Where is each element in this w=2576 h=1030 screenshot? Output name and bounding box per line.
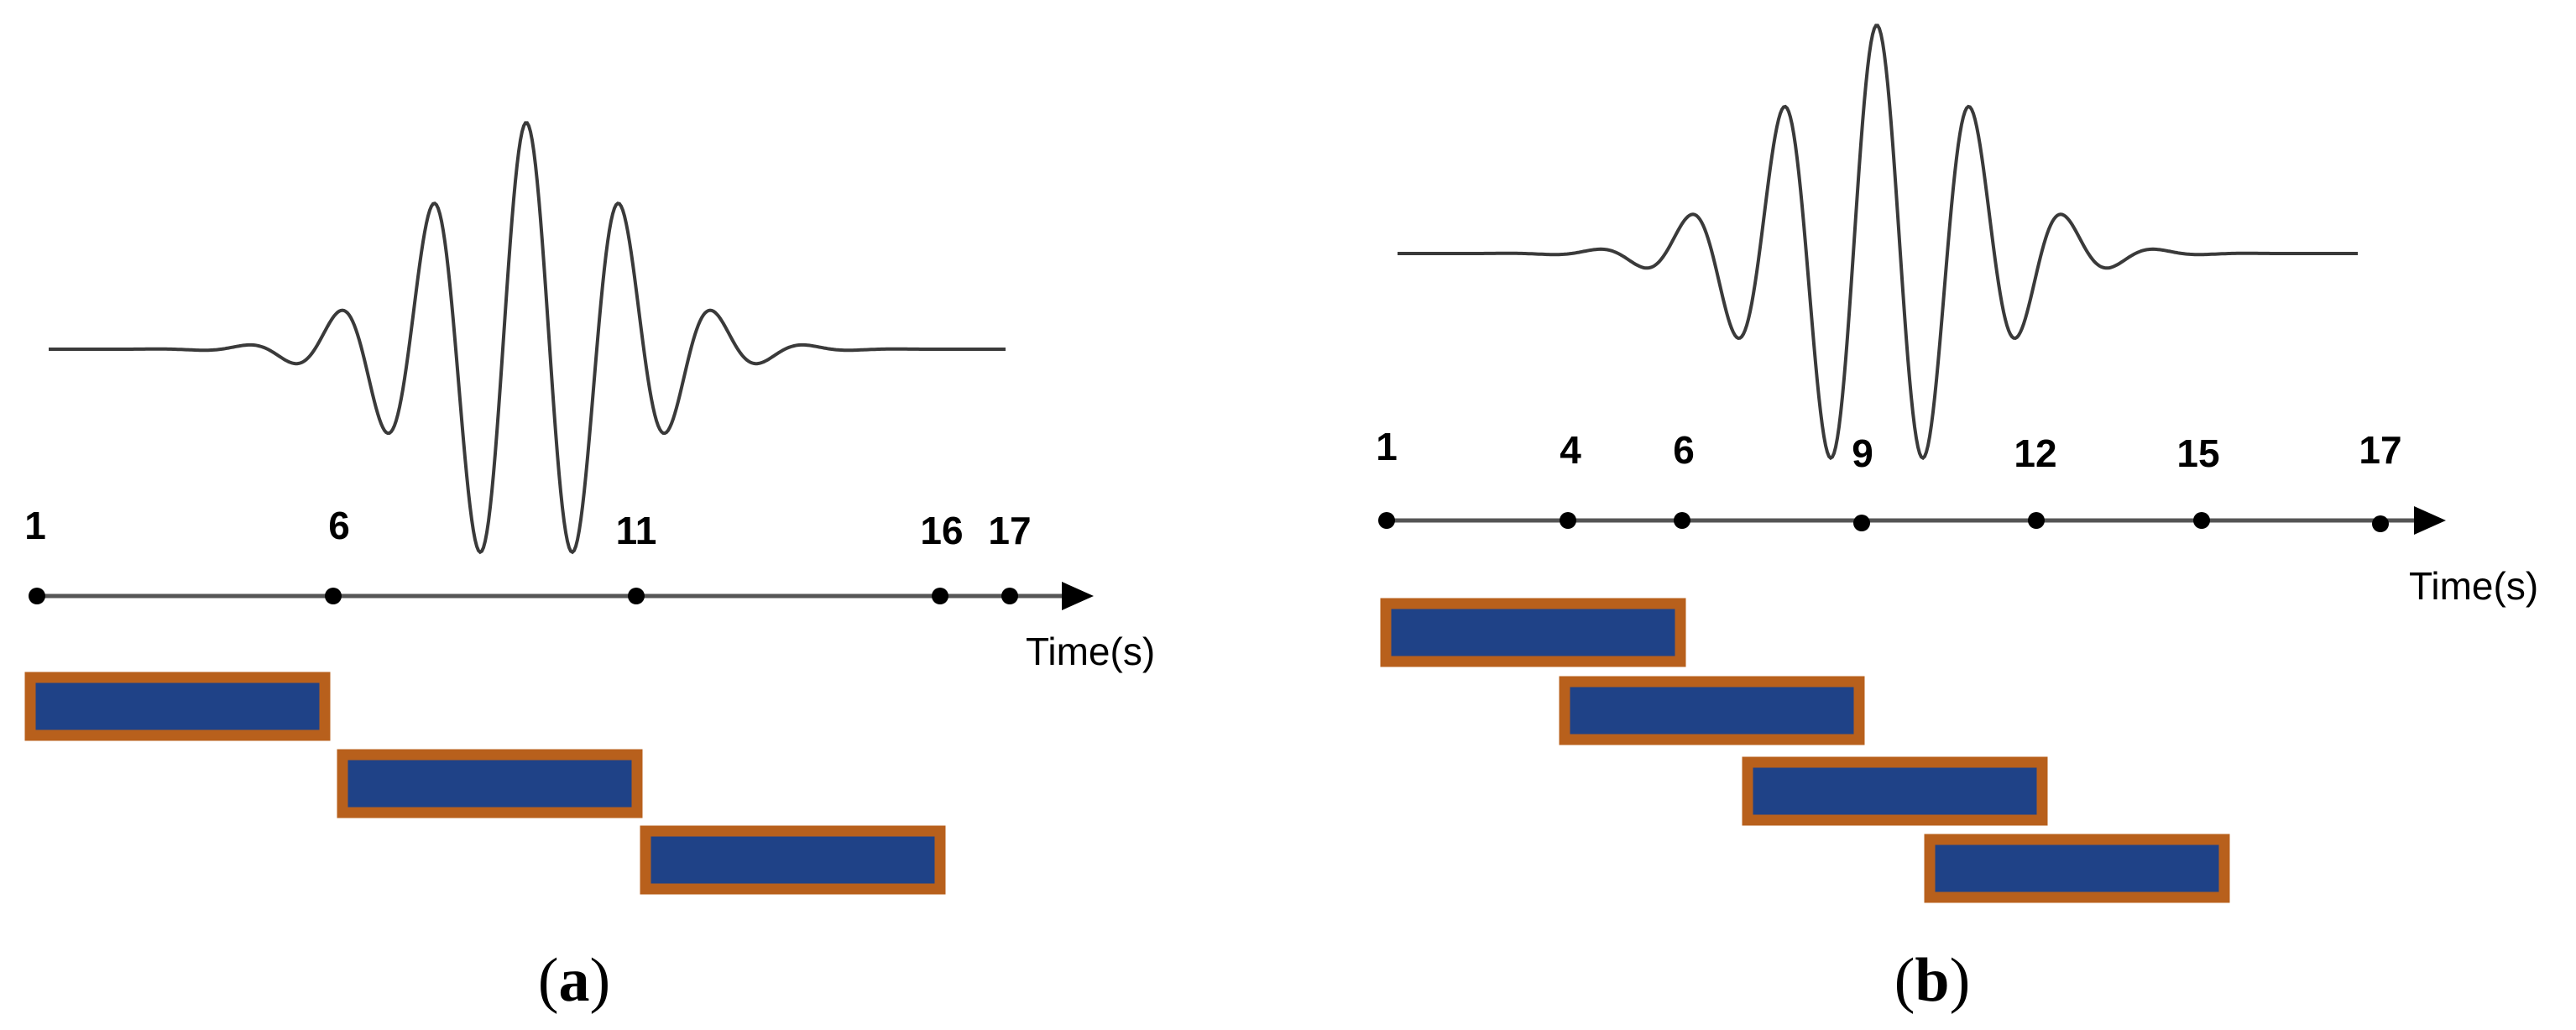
axis-label-b: Time(s) [2409, 564, 2538, 608]
tick-dot-a-6 [325, 588, 342, 604]
tick-label-b-6: 6 [1673, 428, 1695, 472]
panel-a: 1 6 11 16 17 Time(s) (a) [24, 121, 1155, 1015]
axis-label-a: Time(s) [1026, 630, 1155, 673]
caption-a: (a) [538, 946, 610, 1015]
tick-label-b-9: 9 [1852, 431, 1873, 475]
tick-dot-b-12 [2028, 512, 2045, 529]
window-b-4 [1924, 834, 2230, 903]
window-b-1 [1380, 598, 1686, 667]
signal-waveform-b [1398, 24, 2358, 461]
tick-dot-b-1 [1378, 512, 1395, 529]
tick-dot-b-9 [1853, 515, 1870, 531]
tick-label-a-6: 6 [328, 504, 350, 547]
panel-b: 1 4 6 9 12 15 17 Time(s) (b) [1376, 24, 2538, 1015]
tick-dot-a-1 [29, 588, 45, 604]
tick-label-b-12: 12 [2014, 431, 2056, 475]
tick-dot-b-6 [1674, 512, 1690, 529]
window-a-3 [640, 825, 946, 895]
window-b-3 [1742, 756, 2048, 826]
signal-waveform-a [49, 121, 1006, 555]
tick-label-b-15: 15 [2176, 431, 2219, 475]
tick-label-b-17: 17 [2359, 428, 2401, 472]
tick-dot-b-17 [2372, 515, 2389, 532]
time-axis-arrowhead-a [1062, 582, 1094, 610]
tick-label-a-1: 1 [24, 504, 46, 547]
time-axis-arrowhead-b [2414, 506, 2446, 535]
tick-dot-a-17 [1001, 588, 1018, 604]
tick-label-b-4: 4 [1560, 428, 1581, 472]
window-a-2 [337, 749, 643, 818]
tick-label-b-1: 1 [1376, 425, 1398, 468]
window-a-1 [24, 672, 331, 741]
tick-label-a-16: 16 [920, 509, 963, 552]
tick-dot-b-15 [2193, 512, 2210, 529]
window-b-2 [1559, 676, 1865, 745]
tick-label-a-17: 17 [988, 509, 1031, 552]
tick-label-a-11: 11 [616, 509, 657, 552]
caption-b: (b) [1894, 946, 1970, 1015]
tick-dot-a-11 [628, 588, 645, 604]
tick-dot-a-16 [932, 588, 948, 604]
tick-dot-b-4 [1560, 512, 1576, 529]
